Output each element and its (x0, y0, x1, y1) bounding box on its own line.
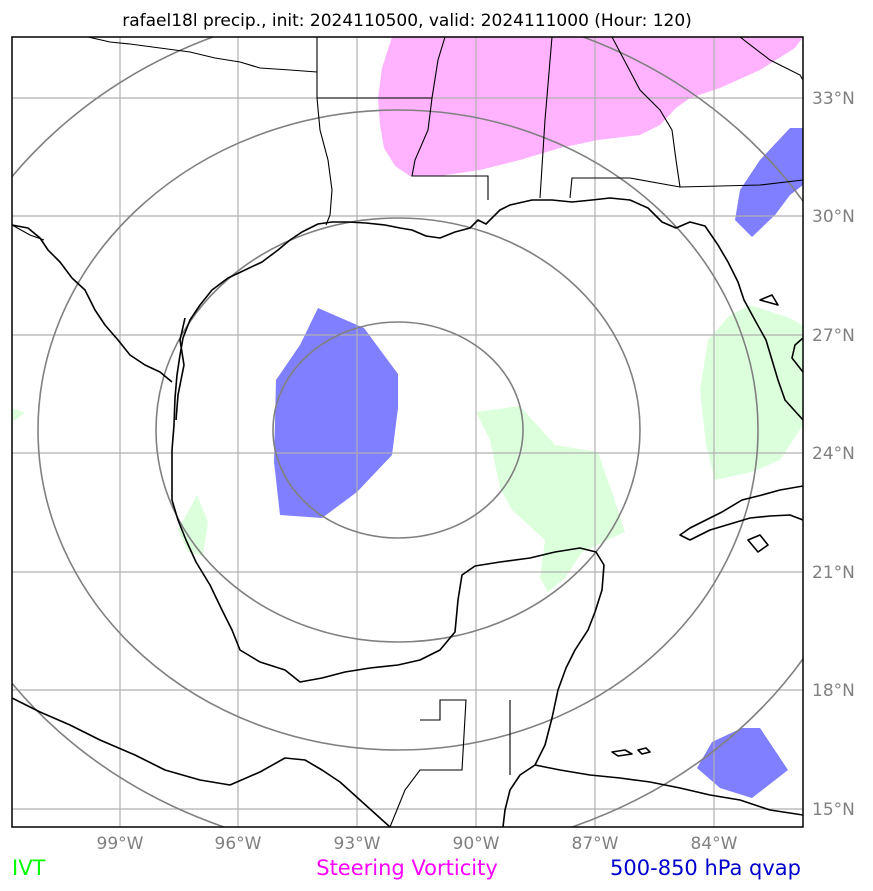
map-frame (11, 36, 804, 828)
lat-tick-label: 30°N (812, 207, 855, 227)
lat-tick-labels: 33°N 30°N 27°N 24°N 21°N 18°N 15°N (812, 89, 855, 820)
vorticity-region (378, 37, 803, 176)
lon-tick-labels: 99°W 96°W 93°W 90°W 87°W 84°W (97, 834, 738, 854)
lon-tick-label: 87°W (572, 834, 619, 854)
lon-tick-label: 99°W (97, 834, 144, 854)
qvap-region-central (274, 308, 398, 518)
political-borders (12, 37, 803, 827)
lon-tick-label: 93°W (334, 834, 381, 854)
lat-tick-label: 24°N (812, 444, 855, 464)
legend-qvap: 500-850 hPa qvap (610, 856, 801, 880)
lat-tick-label: 33°N (812, 89, 855, 109)
lat-tick-label: 18°N (812, 681, 855, 701)
qvap-region-northeast (735, 128, 803, 237)
lon-tick-label: 84°W (691, 834, 738, 854)
legend-steering-vorticity: Steering Vorticity (316, 856, 498, 880)
lat-tick-label: 21°N (812, 563, 855, 583)
lon-tick-label: 96°W (215, 834, 262, 854)
map-title: rafael18l precip., init: 2024110500, val… (122, 11, 692, 31)
legend: IVT Steering Vorticity 500-850 hPa qvap (12, 856, 801, 880)
ivt-region-east (700, 305, 803, 480)
legend-ivt: IVT (12, 856, 46, 880)
lon-tick-label: 90°W (453, 834, 500, 854)
lat-tick-label: 15°N (812, 800, 855, 820)
coastlines (12, 197, 803, 827)
gridlines (12, 37, 803, 827)
range-rings (12, 37, 803, 827)
ivt-region-edge (12, 408, 25, 422)
lat-tick-label: 27°N (812, 326, 855, 346)
map-area (12, 37, 803, 827)
